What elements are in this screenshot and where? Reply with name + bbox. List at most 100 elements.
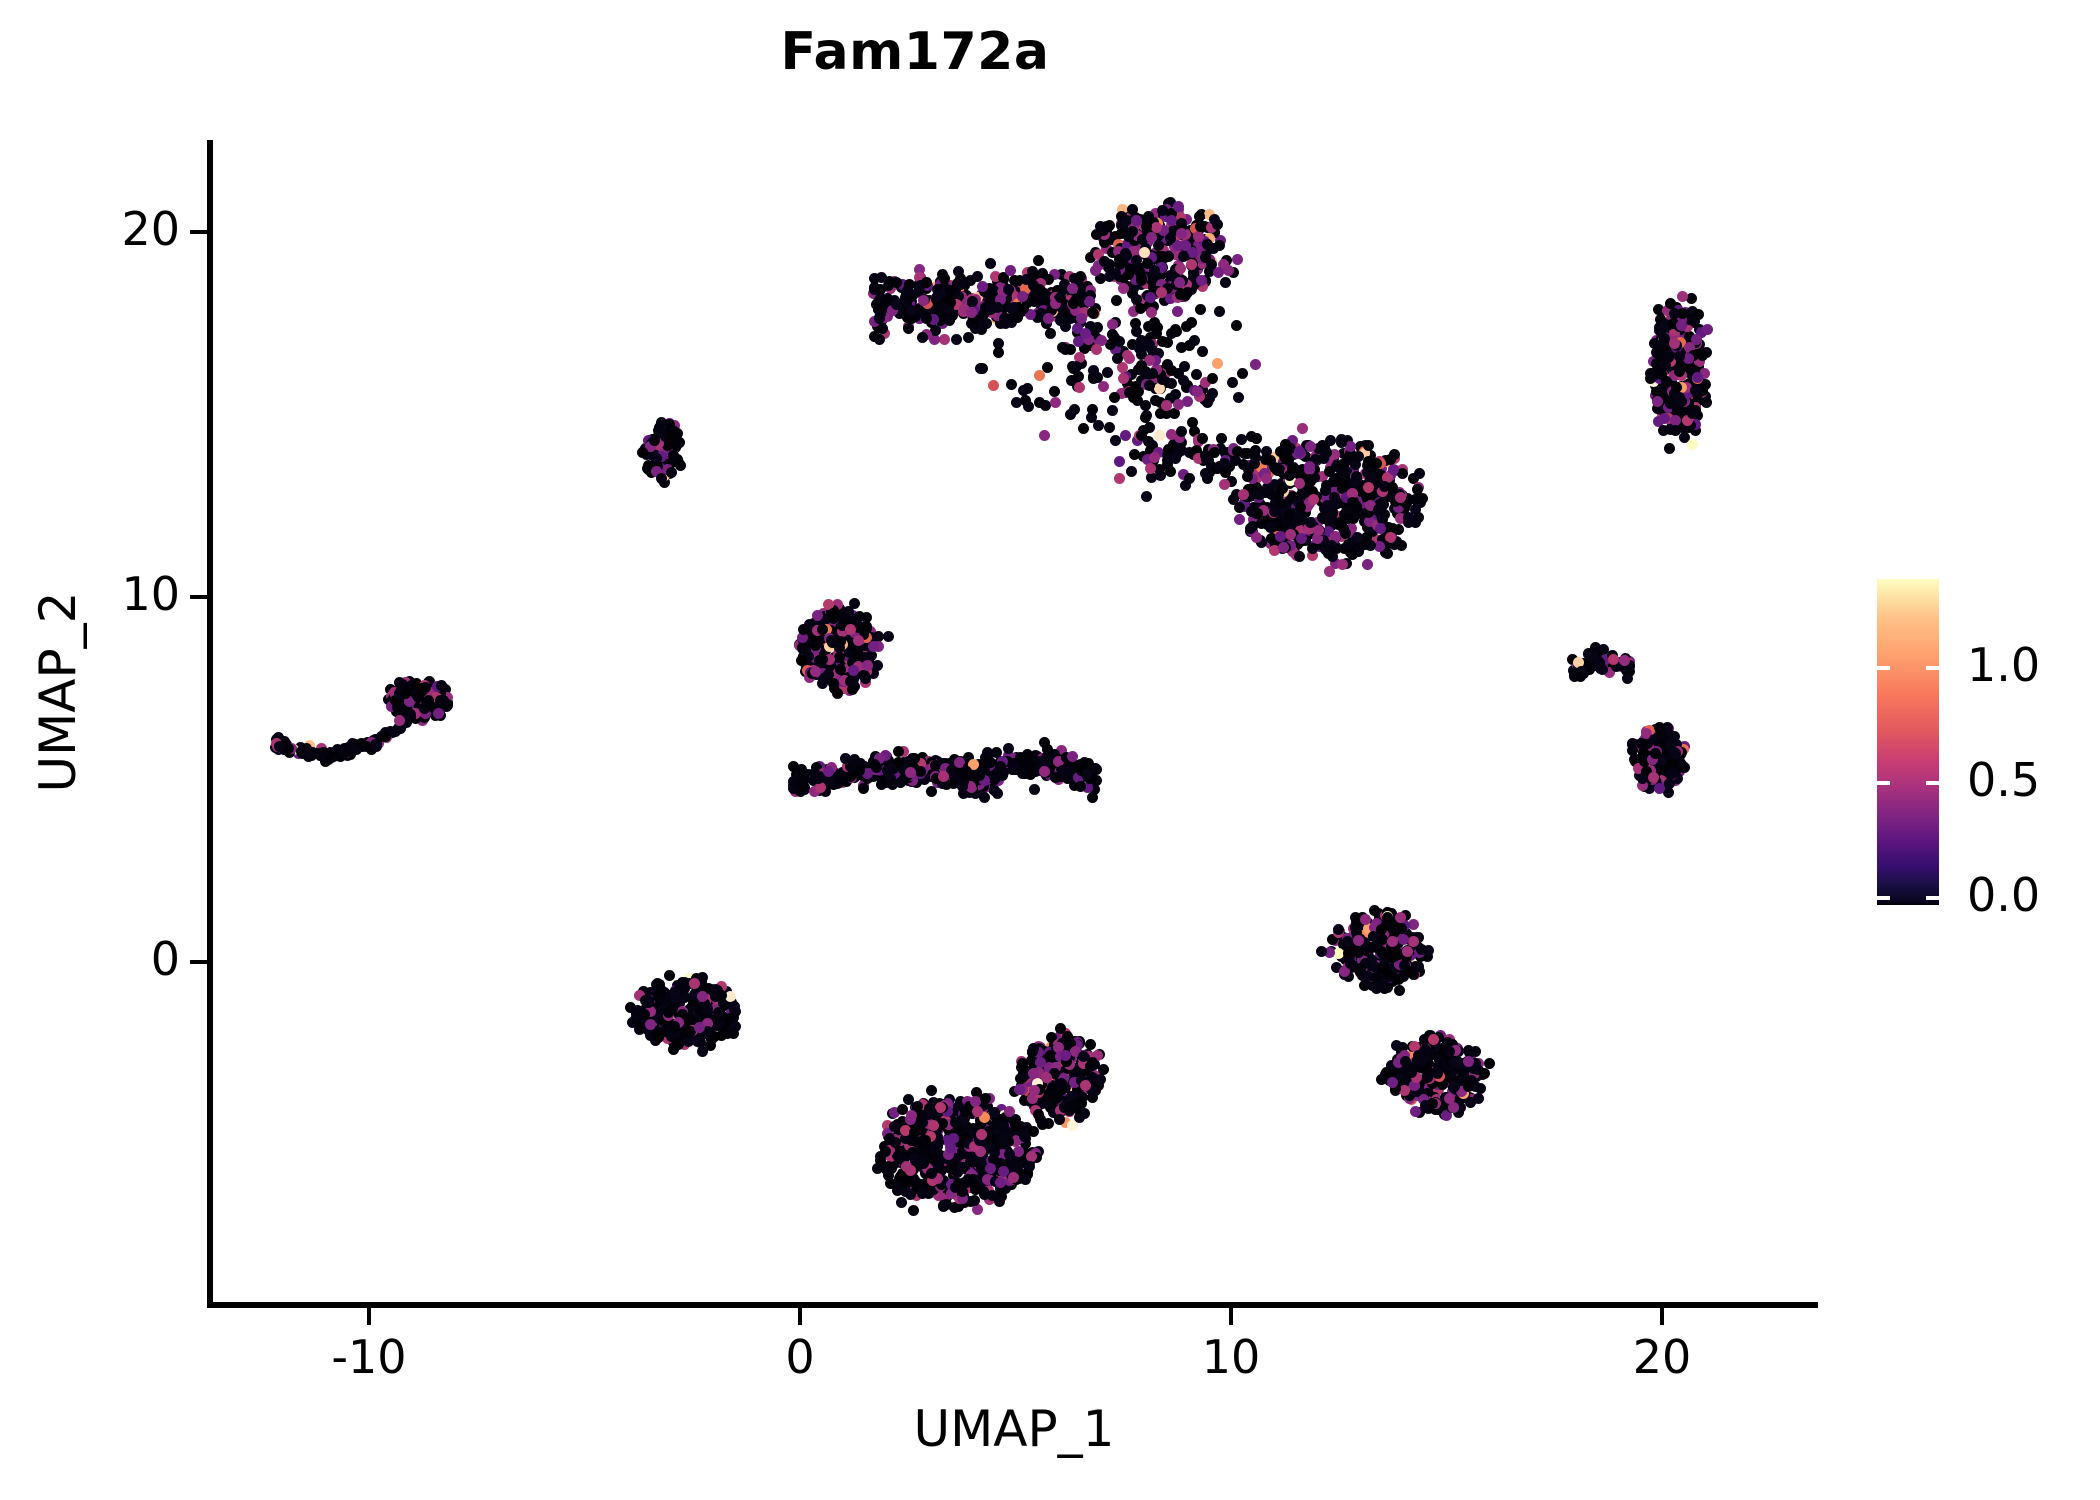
scatter-point <box>1344 450 1356 462</box>
scatter-point <box>1181 320 1193 332</box>
scatter-point <box>1176 444 1188 456</box>
scatter-point <box>1065 344 1077 356</box>
scatter-point <box>1268 479 1280 491</box>
scatter-point <box>1093 420 1105 432</box>
scatter-point <box>1212 219 1224 231</box>
scatter-point <box>1191 385 1203 397</box>
scatter-point <box>985 303 997 315</box>
scatter-point <box>1250 433 1262 445</box>
scatter-point <box>1362 507 1374 519</box>
scatter-point <box>1392 524 1404 536</box>
scatter-point <box>869 273 881 285</box>
scatter-point <box>1164 466 1176 478</box>
scatter-point <box>882 280 894 292</box>
scatter-point <box>1044 328 1056 340</box>
scatter-point <box>1184 339 1196 351</box>
scatter-point <box>997 272 1009 284</box>
scatter-point <box>1187 416 1199 428</box>
scatter-point <box>1165 233 1177 245</box>
scatter-point <box>914 280 926 292</box>
scatter-point <box>1297 423 1309 435</box>
scatter-point <box>1248 513 1260 525</box>
scatter-point <box>1394 513 1406 525</box>
scatter-point <box>1212 357 1224 369</box>
scatter-point <box>1188 266 1200 278</box>
scatter-point <box>1286 434 1298 446</box>
scatter-point <box>1165 378 1177 390</box>
scatter-point <box>1409 493 1421 505</box>
scatter-point <box>1362 467 1374 479</box>
scatter-point <box>998 312 1010 324</box>
scatter-point <box>1178 374 1190 386</box>
scatter-point <box>916 331 928 343</box>
scatter-point <box>1128 305 1140 317</box>
scatter-point <box>1293 445 1305 457</box>
scatter-point <box>1329 497 1341 509</box>
scatter-point <box>1177 251 1189 263</box>
scatter-point <box>1086 307 1098 319</box>
scatter-point <box>1265 533 1277 545</box>
scatter-point <box>1342 513 1354 525</box>
scatter-point <box>1126 204 1138 216</box>
scatter-point <box>1191 444 1203 456</box>
scatter-point <box>1242 471 1254 483</box>
scatter-point <box>1084 295 1096 307</box>
scatter-point <box>887 304 899 316</box>
scatter-point <box>1384 531 1396 543</box>
scatter-point <box>1157 205 1169 217</box>
scatter-point <box>1161 358 1173 370</box>
scatter-point <box>1033 397 1045 409</box>
scatter-point <box>1274 445 1286 457</box>
scatter-point <box>1380 540 1392 552</box>
scatter-point <box>974 300 986 312</box>
scatter-point <box>1133 265 1145 277</box>
scatter-point <box>1678 431 1690 443</box>
scatter-point <box>1295 525 1307 537</box>
scatter-point <box>1075 270 1087 282</box>
scatter-point <box>1103 220 1115 232</box>
scatter-point <box>1323 466 1335 478</box>
scatter-point <box>1389 448 1401 460</box>
scatter-point <box>1122 377 1134 389</box>
scatter-point <box>991 309 1003 321</box>
scatter-point <box>1007 290 1019 302</box>
scatter-point <box>1248 465 1260 477</box>
scatter-point <box>1106 405 1118 417</box>
scatter-point <box>1344 441 1356 453</box>
scatter-point <box>1090 265 1102 277</box>
scatter-point <box>1328 516 1340 528</box>
scatter-point <box>985 258 997 270</box>
scatter-point <box>1008 275 1020 287</box>
scatter-point <box>1238 488 1250 500</box>
scatter-point <box>976 280 988 292</box>
scatter-point <box>1377 513 1389 525</box>
scatter-point <box>1079 327 1091 339</box>
scatter-point <box>1092 249 1104 261</box>
scatter-point <box>1133 343 1145 355</box>
scatter-point <box>987 289 999 301</box>
scatter-point <box>1231 446 1243 458</box>
scatter-point <box>1249 451 1261 463</box>
scatter-point <box>1072 336 1084 348</box>
scatter-point <box>1164 392 1176 404</box>
scatter-point <box>1676 421 1688 433</box>
scatter-point <box>968 313 980 325</box>
scatter-point <box>985 295 997 307</box>
scatter-point <box>1157 233 1169 245</box>
scatter-point <box>1224 460 1236 472</box>
scatter-point <box>1682 321 1694 333</box>
scatter-point <box>1022 296 1034 308</box>
scatter-point <box>1141 491 1153 503</box>
scatter-point <box>1284 509 1296 521</box>
scatter-point <box>1116 204 1128 216</box>
scatter-point <box>1338 448 1350 460</box>
scatter-point <box>1181 213 1193 225</box>
scatter-point <box>1111 295 1123 307</box>
scatter-point <box>988 379 1000 391</box>
scatter-point <box>1410 503 1422 515</box>
scatter-point <box>1009 310 1021 322</box>
scatter-point <box>1196 433 1208 445</box>
scatter-point <box>1689 425 1701 437</box>
scatter-point <box>1262 512 1274 524</box>
scatter-point <box>1686 438 1698 450</box>
